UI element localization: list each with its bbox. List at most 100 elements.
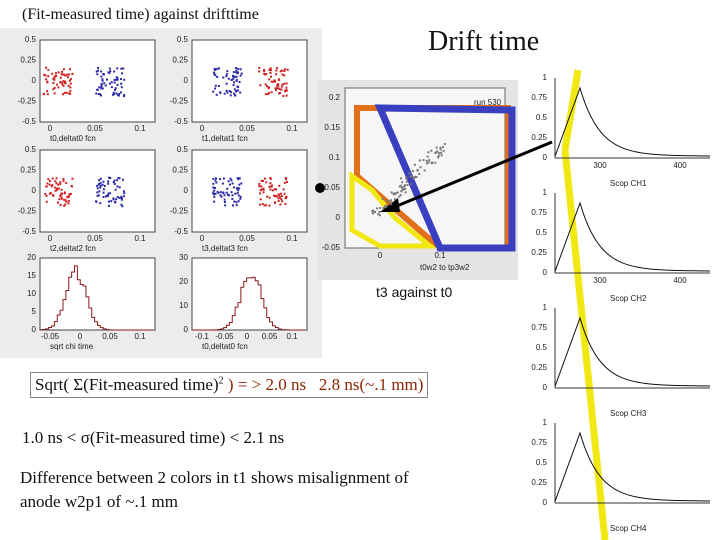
scatter-dot — [415, 175, 418, 178]
text: (Fit-measured time) — [83, 375, 219, 394]
scatter-dot — [267, 91, 270, 94]
y-tick-label: 0 — [32, 325, 37, 334]
scatter-dot — [71, 72, 74, 75]
scatter-dot — [235, 75, 238, 78]
scatter-dot — [44, 74, 47, 77]
scatter-dot — [226, 91, 229, 94]
x-tick-label: 400 — [673, 276, 687, 285]
scatter-dot — [286, 181, 289, 184]
y-tick-label: 0.25 — [531, 248, 547, 257]
scatter-dot — [390, 191, 393, 194]
x-tick-label: 0 — [78, 332, 83, 341]
panel-label: t2,deltat2 fcn — [50, 244, 96, 253]
scatter-dot — [230, 91, 233, 94]
y-tick-label: 0.2 — [329, 93, 341, 102]
scatter-dot — [99, 177, 102, 180]
scatter-dot — [55, 182, 58, 185]
scatter-dot — [99, 181, 102, 184]
scatter-dot — [120, 91, 123, 94]
center-caption: t3 against t0 — [376, 284, 453, 300]
y-tick-label: 0 — [32, 76, 37, 85]
scatter-dot — [410, 182, 413, 185]
scatter-dot — [225, 82, 228, 85]
scatter-dot — [213, 200, 216, 203]
arrow-head — [380, 198, 400, 212]
scatter-dot — [52, 77, 55, 80]
scatter-dot — [405, 176, 408, 179]
scatter-dot — [46, 90, 49, 93]
scatter-dot — [265, 73, 268, 76]
scatter-dot — [280, 195, 283, 198]
scatter-dot — [385, 205, 388, 208]
scatter-dot — [225, 75, 228, 78]
y-tick-label: 20 — [179, 277, 188, 286]
scatter-dot — [101, 79, 104, 82]
scatter-dot — [268, 186, 271, 189]
scatter-dot — [69, 82, 72, 85]
scatter-dot — [222, 191, 225, 194]
trace — [554, 86, 711, 157]
y-tick-label: 30 — [179, 253, 188, 262]
y-tick-label: 0.5 — [177, 35, 189, 44]
scatter-dot — [393, 198, 396, 201]
scatter-dot — [57, 183, 60, 186]
scatter-dot — [48, 183, 51, 186]
scatter-dot — [223, 194, 226, 197]
scatter-dot — [399, 194, 402, 197]
scatter-dot — [108, 67, 111, 70]
scatter-dot — [219, 191, 222, 194]
scatter-dot — [215, 68, 218, 71]
scatter-dot — [70, 185, 73, 188]
scatter-dot — [418, 159, 421, 162]
panel-frame — [191, 149, 308, 233]
scatter-dot — [390, 203, 393, 206]
scatter-dot — [262, 191, 265, 194]
scatter-dot — [386, 200, 389, 203]
scatter-dot — [96, 184, 99, 187]
y-tick-label: 0.05 — [324, 183, 340, 192]
text-line: 1.0 ns < σ(Fit-measured time) < 2.1 ns — [22, 428, 285, 447]
scatter-dot — [276, 67, 279, 70]
scatter-dot — [68, 193, 71, 196]
scatter-dot — [231, 182, 234, 185]
x-tick-label: 0.05 — [102, 332, 118, 341]
y-tick-label: -0.5 — [174, 227, 188, 236]
scatter-dot — [398, 195, 401, 198]
scatter-dot — [235, 66, 238, 69]
x-tick-label: 0.1 — [134, 124, 146, 133]
scatter-dot — [405, 180, 408, 183]
scatter-dot — [63, 204, 66, 207]
y-tick-label: 1 — [543, 73, 548, 82]
scatter-dot — [403, 184, 406, 187]
scatter-dot — [230, 78, 233, 81]
scatter-dot — [430, 149, 433, 152]
scatter-dot — [261, 202, 264, 205]
y-tick-label: 0.15 — [324, 123, 340, 132]
scatter-dot — [66, 73, 69, 76]
panel-frame — [39, 257, 156, 331]
scatter-dot — [64, 199, 67, 202]
y-tick-label: 0.25 — [20, 166, 36, 175]
panel-label: t1,deltat1 fcn — [202, 134, 248, 143]
x-tick-label: 0.05 — [262, 332, 278, 341]
scatter-dot — [98, 86, 101, 89]
scatter-dot — [212, 182, 215, 185]
y-tick-label: 0.25 — [531, 133, 547, 142]
scatter-dot — [107, 192, 110, 195]
x-tick-label: 0.1 — [286, 234, 298, 243]
y-tick-label: 0 — [543, 383, 548, 392]
scatter-dot — [265, 181, 268, 184]
text: Sqrt( — [35, 375, 74, 394]
scatter-dot — [110, 200, 113, 203]
scatter-dot — [434, 161, 437, 164]
scatter-dot — [280, 198, 283, 201]
scatter-dot — [285, 86, 288, 89]
scatter-dot — [266, 93, 269, 96]
scatter-dot — [215, 177, 218, 180]
scatter-dot — [235, 201, 238, 204]
scatter-dot — [275, 84, 278, 87]
scatter-dot — [109, 70, 112, 73]
scatter-dot — [116, 179, 119, 182]
scatter-dot — [378, 210, 381, 213]
scatter-dot — [108, 82, 111, 85]
